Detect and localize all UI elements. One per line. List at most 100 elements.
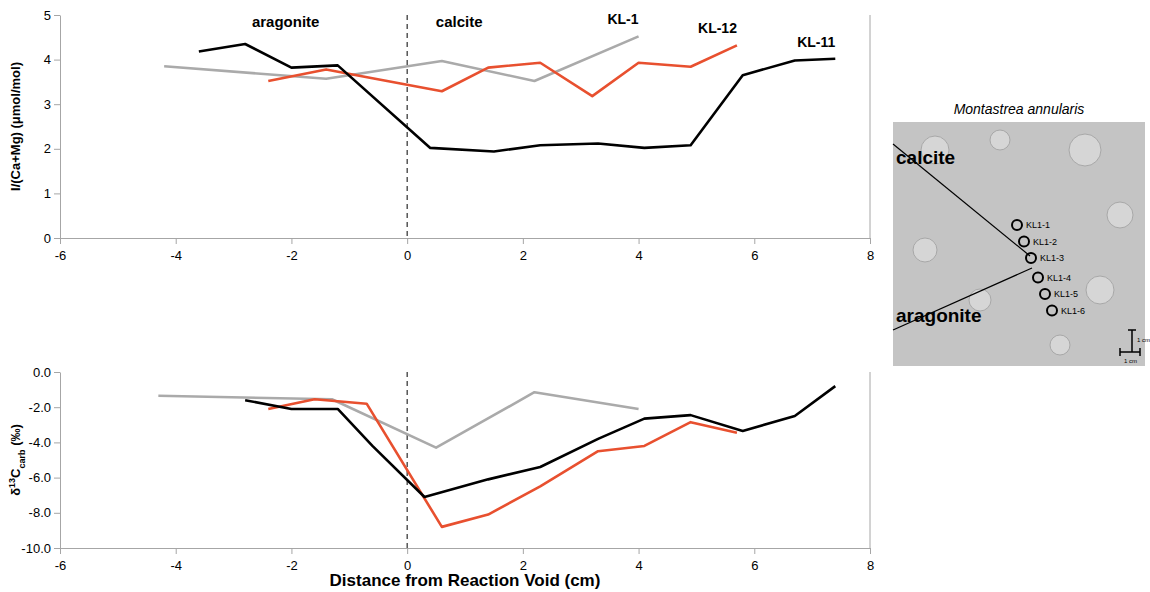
tick: 4 bbox=[635, 548, 642, 573]
tick: 0.0 bbox=[33, 365, 60, 380]
axis-line bbox=[61, 548, 871, 549]
sample-label: KL1-5 bbox=[1054, 289, 1078, 299]
tick: 1 bbox=[44, 186, 60, 201]
tick: 2 bbox=[520, 238, 527, 263]
scale-label: 1 cm bbox=[1124, 358, 1137, 364]
tick: 6 bbox=[751, 548, 758, 573]
tick-mark bbox=[54, 193, 60, 194]
tick-mark bbox=[639, 548, 640, 554]
tick-label: 0.0 bbox=[33, 365, 51, 380]
tick-mark bbox=[754, 548, 755, 554]
tick: -4 bbox=[170, 548, 182, 573]
tick-label: 2 bbox=[520, 248, 527, 263]
tick-label: -10.0 bbox=[21, 541, 51, 556]
tick: 8 bbox=[867, 238, 874, 263]
tick-mark bbox=[54, 15, 60, 16]
pointer-line bbox=[893, 268, 1032, 330]
sample-circle bbox=[1026, 253, 1036, 263]
tick-mark bbox=[870, 238, 871, 244]
tick-mark bbox=[54, 442, 60, 443]
axis-line bbox=[60, 16, 61, 239]
y-axis: -10.0 -8.0 -6.0 -4.0 -2.0 0.0 bbox=[21, 365, 60, 556]
texture bbox=[913, 238, 937, 262]
tick: 0 bbox=[404, 238, 411, 263]
sample-circle bbox=[1047, 306, 1057, 316]
sample-label: KL1-2 bbox=[1033, 237, 1057, 247]
tick-label: 1 bbox=[44, 186, 51, 201]
texture bbox=[1107, 202, 1133, 228]
tick-mark bbox=[176, 548, 177, 554]
tick: 0 bbox=[404, 548, 411, 573]
tick-label: -6.0 bbox=[29, 470, 51, 485]
tick: 0 bbox=[44, 231, 60, 246]
tick-label: -2 bbox=[286, 558, 298, 573]
y-axis-title: δ13Ccarb (‰) bbox=[7, 424, 27, 496]
tick-label: 0 bbox=[404, 248, 411, 263]
sample-circle bbox=[1012, 220, 1022, 230]
tick: -2.0 bbox=[29, 400, 60, 415]
series-line bbox=[199, 44, 835, 151]
tick-mark bbox=[176, 238, 177, 244]
tick-label: -6 bbox=[55, 558, 67, 573]
plot-area bbox=[164, 36, 835, 151]
tick-label: 3 bbox=[44, 97, 51, 112]
sample-label: KL1-4 bbox=[1047, 273, 1071, 283]
x-axis: -6 -4 -2 0 2 4 6 8 bbox=[55, 548, 874, 573]
y-axis-title: I/(Ca+Mg) (μmol/mol) bbox=[8, 62, 23, 191]
tick: -6 bbox=[55, 238, 67, 263]
axis-line bbox=[60, 373, 61, 549]
tick-mark bbox=[54, 60, 60, 61]
texture bbox=[990, 130, 1010, 150]
tick: -8.0 bbox=[29, 505, 60, 520]
inset-title: Montastrea annularis bbox=[954, 101, 1085, 117]
x-axis: -6-4-202468 bbox=[55, 238, 874, 263]
annotation: calcite bbox=[436, 13, 483, 30]
tick-label: 5 bbox=[44, 8, 51, 23]
tick-mark bbox=[54, 104, 60, 105]
tick: 8 bbox=[867, 548, 874, 573]
tick-label: 4 bbox=[635, 248, 642, 263]
tick-mark bbox=[639, 238, 640, 244]
tick: 4 bbox=[44, 52, 60, 67]
annotation: aragonite bbox=[252, 13, 320, 30]
tick: 3 bbox=[44, 97, 60, 112]
tick-mark bbox=[54, 548, 60, 549]
tick-mark bbox=[291, 548, 292, 554]
series-label: KL-1 bbox=[607, 11, 638, 27]
tick-mark bbox=[54, 478, 60, 479]
series-line bbox=[164, 36, 638, 81]
tick: 2 bbox=[520, 548, 527, 573]
tick-label: 8 bbox=[867, 248, 874, 263]
figure: -6-4-202468012345KL-1KL-12KL-11aragonite… bbox=[0, 0, 1150, 592]
scale-label: 1 cm bbox=[1137, 337, 1150, 343]
chart-panel: -6-4-202468012345KL-1KL-12KL-11aragonite… bbox=[8, 8, 874, 263]
tick-mark bbox=[407, 238, 408, 244]
tick: 6 bbox=[751, 238, 758, 263]
tick-mark bbox=[407, 548, 408, 554]
tick: -6.0 bbox=[29, 470, 60, 485]
tick: -10.0 bbox=[21, 541, 60, 556]
scale-bar bbox=[1120, 330, 1140, 356]
series-line bbox=[268, 45, 737, 96]
tick-mark bbox=[60, 548, 61, 554]
texture bbox=[1069, 134, 1101, 166]
tick-mark bbox=[60, 238, 61, 244]
tick-mark bbox=[54, 407, 60, 408]
tick-label: 6 bbox=[751, 248, 758, 263]
frame-line bbox=[870, 372, 871, 548]
tick: -2 bbox=[286, 238, 298, 263]
sample-circle bbox=[1040, 289, 1050, 299]
tick-label: -6 bbox=[55, 248, 67, 263]
tick-label: -4 bbox=[170, 558, 182, 573]
tick: -2 bbox=[286, 548, 298, 573]
texture bbox=[1050, 335, 1070, 355]
x-axis-title: Distance from Reaction Void (cm) bbox=[330, 571, 601, 590]
series-line bbox=[268, 399, 737, 527]
texture bbox=[1086, 276, 1114, 304]
tick: -6 bbox=[55, 548, 67, 573]
tick-label: -4.0 bbox=[29, 435, 51, 450]
sample-circle bbox=[1019, 237, 1029, 247]
y-axis: 012345 bbox=[44, 8, 61, 246]
sample-label: KL1-6 bbox=[1061, 306, 1085, 316]
series-line bbox=[245, 386, 835, 497]
